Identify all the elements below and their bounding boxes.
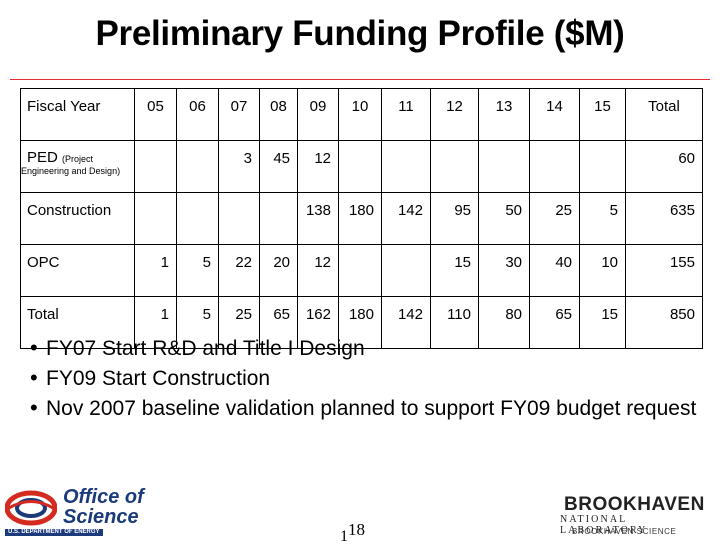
table-row-construction: Construction 138 180 142 95 50 25 5 635 bbox=[20, 192, 703, 245]
table-cell: 15 bbox=[579, 296, 626, 349]
table-cell bbox=[529, 140, 580, 193]
table-cell bbox=[176, 140, 219, 193]
header-cell: 08 bbox=[259, 88, 298, 141]
page-number: 118 bbox=[340, 520, 365, 545]
table-cell bbox=[430, 140, 479, 193]
bullet-dot-icon: • bbox=[30, 335, 38, 360]
table-row-ped: PED (Project Engineering and Design) 3 4… bbox=[20, 140, 703, 193]
bullet-item: • FY09 Start Construction bbox=[30, 364, 710, 394]
table-cell bbox=[338, 140, 382, 193]
doe-office-of-science-logo: Office of Science U.S. DEPARTMENT OF ENE… bbox=[5, 486, 150, 536]
funding-table: Fiscal Year 05 06 07 08 09 10 11 12 13 1… bbox=[20, 88, 703, 349]
table-cell: 60 bbox=[625, 140, 703, 193]
table-cell bbox=[259, 192, 298, 245]
bullet-item: • Nov 2007 baseline validation planned to… bbox=[30, 394, 710, 424]
table-cell: 5 bbox=[176, 244, 219, 297]
row-label-total: Total bbox=[20, 296, 135, 349]
doe-logo-text: Office of Science bbox=[63, 486, 144, 528]
table-cell: 138 bbox=[297, 192, 339, 245]
header-cell: Fiscal Year bbox=[20, 88, 135, 141]
title-divider bbox=[10, 79, 710, 80]
table-cell: 10 bbox=[579, 244, 626, 297]
table-cell: 635 bbox=[625, 192, 703, 245]
header-cell: 13 bbox=[478, 88, 530, 141]
header-cell: 09 bbox=[297, 88, 339, 141]
table-cell bbox=[381, 140, 431, 193]
doe-logo-subtext: U.S. DEPARTMENT OF ENERGY bbox=[5, 529, 103, 536]
table-cell: 1 bbox=[134, 244, 177, 297]
header-cell: 10 bbox=[338, 88, 382, 141]
bnl-lab-text: NATIONAL LABORATORY bbox=[560, 514, 648, 536]
table-row-header: Fiscal Year 05 06 07 08 09 10 11 12 13 1… bbox=[20, 88, 703, 141]
doe-emblem-icon bbox=[5, 489, 57, 527]
table-cell: 25 bbox=[529, 192, 580, 245]
table-cell bbox=[478, 140, 530, 193]
table-cell: 45 bbox=[259, 140, 298, 193]
slide-title: Preliminary Funding Profile ($M) bbox=[95, 14, 625, 53]
brookhaven-logo: BROOKHAVEN NATIONAL LABORATORY BROOKHAVE… bbox=[560, 494, 718, 540]
table-cell: 65 bbox=[529, 296, 580, 349]
bullet-text: FY09 Start Construction bbox=[46, 367, 271, 390]
table-cell: 162 bbox=[297, 296, 339, 349]
header-cell: 14 bbox=[529, 88, 580, 141]
table-cell: 1 bbox=[134, 296, 177, 349]
table-cell: 12 bbox=[297, 140, 339, 193]
table-cell bbox=[218, 192, 260, 245]
table-cell: 180 bbox=[338, 192, 382, 245]
bullet-list: • FY07 Start R&D and Title I Design • FY09… bbox=[30, 334, 710, 424]
bullet-item: • FY07 Start R&D and Title I Design bbox=[30, 334, 710, 364]
table-cell bbox=[176, 192, 219, 245]
row-label-opc: OPC bbox=[20, 244, 135, 297]
table-cell bbox=[579, 140, 626, 193]
table-cell: 30 bbox=[478, 244, 530, 297]
table-cell bbox=[381, 244, 431, 297]
table-cell: 850 bbox=[625, 296, 703, 349]
header-cell: 07 bbox=[218, 88, 260, 141]
bnl-name-text: BROOKHAVEN bbox=[564, 494, 705, 515]
header-cell: Total bbox=[625, 88, 703, 141]
table-cell: 22 bbox=[218, 244, 260, 297]
table-cell: 142 bbox=[381, 296, 431, 349]
bullet-text: Nov 2007 baseline validation planned to … bbox=[46, 397, 697, 420]
table-cell: 40 bbox=[529, 244, 580, 297]
header-cell: 15 bbox=[579, 88, 626, 141]
table-cell: 80 bbox=[478, 296, 530, 349]
table-cell bbox=[338, 244, 382, 297]
table-cell: 142 bbox=[381, 192, 431, 245]
bnl-assoc-text: BROOKHAVEN SCIENCE bbox=[572, 527, 677, 536]
header-cell: 11 bbox=[381, 88, 431, 141]
table-cell: 12 bbox=[297, 244, 339, 297]
bullet-dot-icon: • bbox=[30, 395, 38, 420]
ped-label-sub: Engineering and Design) bbox=[21, 166, 121, 176]
table-row-opc: OPC 1 5 22 20 12 15 30 40 10 155 bbox=[20, 244, 703, 297]
header-cell: 06 bbox=[176, 88, 219, 141]
table-row-total: Total 1 5 25 65 162 180 142 110 80 65 15… bbox=[20, 296, 703, 349]
table-cell bbox=[134, 140, 177, 193]
ped-label: PED bbox=[27, 149, 58, 166]
table-cell bbox=[134, 192, 177, 245]
table-cell: 3 bbox=[218, 140, 260, 193]
bullet-dot-icon: • bbox=[30, 365, 38, 390]
table-cell: 25 bbox=[218, 296, 260, 349]
row-label-ped: PED (Project Engineering and Design) bbox=[20, 140, 135, 193]
header-cell: 05 bbox=[134, 88, 177, 141]
table-cell: 20 bbox=[259, 244, 298, 297]
bullet-text: FY07 Start R&D and Title I Design bbox=[46, 337, 365, 360]
row-label-construction: Construction bbox=[20, 192, 135, 245]
ped-label-small: (Project bbox=[62, 154, 94, 164]
header-cell: 12 bbox=[430, 88, 479, 141]
table-cell: 180 bbox=[338, 296, 382, 349]
table-cell: 50 bbox=[478, 192, 530, 245]
table-cell: 5 bbox=[579, 192, 626, 245]
table-cell: 155 bbox=[625, 244, 703, 297]
table-cell: 15 bbox=[430, 244, 479, 297]
table-cell: 95 bbox=[430, 192, 479, 245]
